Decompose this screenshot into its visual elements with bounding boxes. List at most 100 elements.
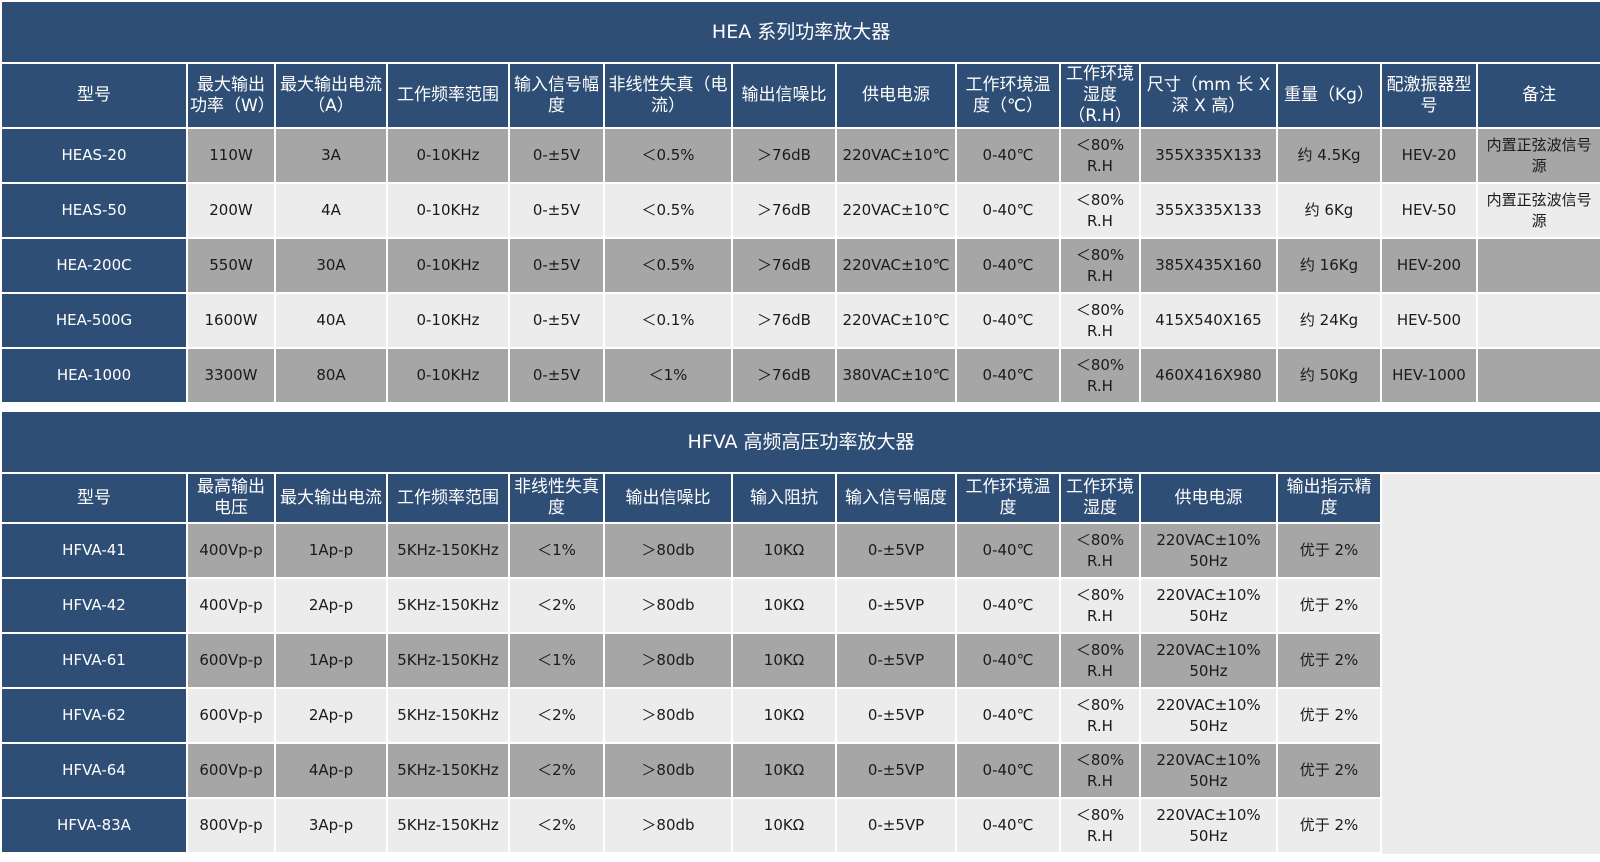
table-cell: 约 4.5Kg — [1276, 127, 1382, 184]
table-cell: ＞80db — [603, 577, 733, 634]
table-cell: 0-±5VP — [835, 797, 957, 854]
table-row: HFVA-64 600Vp-p 4Ap-p 5KHz-150KHz ＜2% ＞80db 10… — [0, 742, 1600, 799]
table-cell: 0-40℃ — [955, 127, 1061, 184]
table-cell: 355X335X133 — [1139, 127, 1278, 184]
table-row: HEA-1000 3300W 80A 0-10KHz 0-±5V ＜1% ＞76dB 380V… — [0, 347, 1600, 404]
hfva-spec-table: HFVA 高频高压功率放大器 型号 最高输出电压 最大输出电流 工作频率范围 非线性失真… — [0, 410, 1600, 854]
hfva-table-title: HFVA 高频高压功率放大器 — [0, 410, 1600, 474]
table-cell: HEV-500 — [1380, 292, 1478, 349]
table-cell: ＜80% R.H — [1059, 127, 1141, 184]
table-cell: ＞80db — [603, 632, 733, 689]
column-header: 输入阻抗 — [731, 472, 837, 524]
table-cell: 1600W — [186, 292, 276, 349]
table-cell: HEV-20 — [1380, 127, 1478, 184]
table-cell: ＜1% — [603, 347, 733, 404]
table-row: HFVA-62 600Vp-p 2Ap-p 5KHz-150KHz ＜2% ＞80db 10… — [0, 687, 1600, 744]
table-row: HFVA-41 400Vp-p 1Ap-p 5KHz-150KHz ＜1% ＞80db 10… — [0, 522, 1600, 579]
column-header: 最大输出功率（W） — [186, 62, 276, 129]
model-cell: HFVA-61 — [0, 632, 188, 689]
table-cell: ＜1% — [508, 632, 605, 689]
table-cell: 0-40℃ — [955, 632, 1061, 689]
table-cell: 0-10KHz — [386, 347, 510, 404]
empty-cell — [1379, 742, 1600, 799]
table-cell: 优于 2% — [1276, 797, 1382, 854]
table-cell: ＜80% R.H — [1059, 522, 1141, 579]
table-cell: 5KHz-150KHz — [386, 522, 510, 579]
column-header: 输出指示精度 — [1276, 472, 1382, 524]
table-cell: 10KΩ — [731, 522, 837, 579]
table-cell: ＞80db — [603, 687, 733, 744]
table-cell: 3Ap-p — [274, 797, 388, 854]
table-cell: 0-40℃ — [955, 522, 1061, 579]
table-cell: 约 50Kg — [1276, 347, 1382, 404]
table-cell: 优于 2% — [1276, 577, 1382, 634]
table-cell: 0-40℃ — [955, 347, 1061, 404]
table-cell: ＜2% — [508, 797, 605, 854]
table-cell: 200W — [186, 182, 276, 239]
table-cell: ＜0.5% — [603, 182, 733, 239]
table-cell: 约 6Kg — [1276, 182, 1382, 239]
table-cell: ＜2% — [508, 687, 605, 744]
table-cell: 10KΩ — [731, 797, 837, 854]
table-cell: 220VAC±10% 50Hz — [1139, 742, 1278, 799]
table-cell: ＜0.5% — [603, 127, 733, 184]
table-cell: 220VAC±10% 50Hz — [1139, 632, 1278, 689]
table-cell: 0-10KHz — [386, 127, 510, 184]
hea-spec-table: HEA 系列功率放大器 型号 最大输出功率（W） 最大输出电流（A） 工作频率范围 输入… — [0, 0, 1600, 404]
table-cell: HEV-50 — [1380, 182, 1478, 239]
table-cell — [1475, 237, 1600, 294]
table-cell: 0-40℃ — [955, 237, 1061, 294]
table-cell: 4A — [274, 182, 388, 239]
table-cell: 10KΩ — [731, 742, 837, 799]
table-cell: ＜0.5% — [603, 237, 733, 294]
empty-cell — [1379, 632, 1600, 689]
table-cell: 内置正弦波信号源 — [1475, 127, 1600, 184]
table-cell: 40A — [274, 292, 388, 349]
table-cell: 4Ap-p — [274, 742, 388, 799]
table-cell: ＜80% R.H — [1059, 292, 1141, 349]
table-cell: ＞76dB — [731, 237, 837, 294]
table-cell: 0-40℃ — [955, 797, 1061, 854]
table-cell: 220VAC±10℃ — [835, 182, 957, 239]
table-cell: 10KΩ — [731, 632, 837, 689]
table-cell: 0-40℃ — [955, 292, 1061, 349]
model-cell: HFVA-83A — [0, 797, 188, 854]
column-header: 配激振器型号 — [1380, 62, 1478, 129]
table-cell: 0-10KHz — [386, 237, 510, 294]
table-cell: 600Vp-p — [186, 687, 276, 744]
table-cell: 385X435X160 — [1139, 237, 1278, 294]
table-cell: ＞80db — [603, 522, 733, 579]
table-cell: ＜80% R.H — [1059, 577, 1141, 634]
model-cell: HFVA-42 — [0, 577, 188, 634]
model-cell: HFVA-41 — [0, 522, 188, 579]
column-header: 输入信号幅度 — [835, 472, 957, 524]
table-cell: 0-40℃ — [955, 742, 1061, 799]
column-header: 型号 — [0, 472, 188, 524]
table-cell: ＜80% R.H — [1059, 742, 1141, 799]
column-header: 输入信号幅度 — [508, 62, 605, 129]
column-header: 最高输出电压 — [186, 472, 276, 524]
table-cell: 5KHz-150KHz — [386, 742, 510, 799]
column-header: 输出信噪比 — [731, 62, 837, 129]
table-cell: 0-±5VP — [835, 577, 957, 634]
table-cell: 0-±5V — [508, 127, 605, 184]
empty-cell — [1379, 687, 1600, 744]
table-cell: 550W — [186, 237, 276, 294]
table-cell: ＜80% R.H — [1059, 797, 1141, 854]
column-header: 工作环境湿度（R.H） — [1059, 62, 1141, 129]
hea-header-row: 型号 最大输出功率（W） 最大输出电流（A） 工作频率范围 输入信号幅度 非线性失真（电流… — [0, 62, 1600, 129]
column-header: 工作频率范围 — [386, 62, 510, 129]
table-cell: ＜0.1% — [603, 292, 733, 349]
table-cell — [1475, 292, 1600, 349]
table-cell: 220VAC±10% 50Hz — [1139, 687, 1278, 744]
column-header: 最大输出电流 — [274, 472, 388, 524]
table-cell: 0-40℃ — [955, 577, 1061, 634]
model-cell: HEA-500G — [0, 292, 188, 349]
table-cell: 2Ap-p — [274, 687, 388, 744]
table-cell: 内置正弦波信号源 — [1475, 182, 1600, 239]
model-cell: HFVA-62 — [0, 687, 188, 744]
column-header: 尺寸（mm 长 X 深 X 高） — [1139, 62, 1278, 129]
column-header: 型号 — [0, 62, 188, 129]
table-cell: 220VAC±10% 50Hz — [1139, 797, 1278, 854]
table-cell: 220VAC±10% 50Hz — [1139, 522, 1278, 579]
